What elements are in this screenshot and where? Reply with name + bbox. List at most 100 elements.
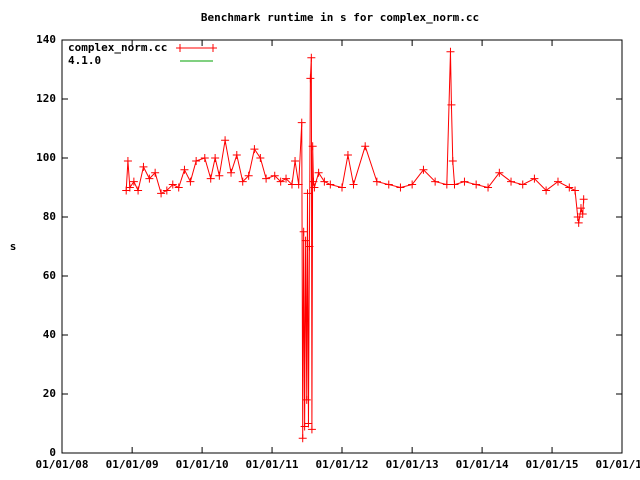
data-point [302, 395, 311, 404]
data-point [306, 74, 315, 83]
x-tick-label: 01/01/12 [316, 458, 369, 471]
y-tick-label: 0 [49, 446, 56, 459]
x-tick-label: 01/01/10 [176, 458, 229, 471]
data-point [338, 183, 346, 192]
data-point [361, 142, 370, 151]
data-point [309, 177, 318, 186]
data-point [186, 177, 195, 186]
data-point [221, 136, 230, 145]
data-point [211, 154, 220, 162]
data-point [282, 174, 291, 183]
data-point [168, 180, 177, 189]
data-point [442, 180, 451, 189]
x-tick-label: 01/01/15 [526, 458, 579, 471]
data-point [460, 177, 469, 186]
x-tick-label: 01/01/14 [456, 458, 509, 471]
data-point [553, 177, 562, 186]
data-point [565, 183, 574, 192]
data-point [262, 174, 271, 183]
data-point [299, 227, 308, 236]
data-point [419, 165, 428, 174]
data-point [192, 156, 201, 165]
data-point [238, 177, 247, 186]
data-point [125, 183, 134, 192]
data-point [129, 177, 138, 186]
x-tick-label: 01/01/16 [596, 458, 640, 471]
data-point [507, 177, 516, 186]
data-point [180, 165, 189, 174]
y-tick-label: 140 [36, 33, 56, 46]
data-point [571, 186, 580, 195]
x-tick-label: 01/01/13 [386, 458, 439, 471]
data-point [162, 186, 171, 195]
data-point [139, 162, 148, 171]
plot-border [61, 39, 623, 454]
data-point [174, 183, 183, 192]
data-point [232, 151, 241, 160]
data-point [200, 154, 209, 162]
data-point [145, 174, 154, 183]
legend-marker [176, 44, 184, 52]
data-point [134, 186, 143, 195]
legend-marker [209, 44, 217, 52]
data-point [408, 180, 417, 189]
data-point [446, 47, 455, 56]
legend-label: complex_norm.cc [68, 41, 167, 54]
x-tick-label: 01/01/11 [246, 458, 299, 471]
data-point [287, 180, 296, 189]
chart-title: Benchmark runtime in s for complex_norm.… [201, 11, 479, 24]
data-point [343, 151, 352, 160]
data-point [372, 177, 381, 186]
data-point [298, 434, 307, 443]
y-tick-label: 120 [36, 92, 56, 105]
data-point [576, 204, 585, 213]
data-point [573, 213, 582, 221]
data-point [270, 171, 279, 180]
y-tick-label: 60 [43, 269, 56, 282]
data-point [396, 183, 405, 192]
x-tick-label: 01/01/08 [36, 458, 89, 471]
data-point [227, 168, 236, 177]
data-point [307, 425, 316, 434]
data-point [349, 180, 358, 189]
data-point [574, 218, 583, 227]
data-point [276, 177, 285, 186]
data-point [431, 177, 440, 186]
y-tick-label: 100 [36, 151, 56, 164]
data-point [291, 156, 300, 165]
data-point [215, 171, 224, 180]
series-line [125, 51, 585, 439]
data-point [157, 189, 166, 198]
y-axis-label: s [10, 240, 17, 253]
y-tick-label: 40 [43, 328, 56, 341]
y-tick-label: 80 [43, 210, 56, 223]
data-point [297, 118, 306, 127]
x-tick-label: 01/01/09 [106, 458, 159, 471]
data-point [472, 180, 481, 189]
legend-label: 4.1.0 [68, 54, 101, 67]
data-point [307, 53, 316, 62]
data-point [308, 142, 317, 151]
data-point [518, 180, 527, 189]
data-point [495, 168, 504, 177]
data-point [151, 168, 160, 177]
data-point [447, 100, 456, 109]
data-point [304, 419, 313, 428]
data-point [206, 174, 215, 183]
data-point [294, 180, 303, 189]
data-point [542, 186, 551, 195]
data-point [326, 180, 335, 189]
data-point [314, 168, 323, 177]
data-point [320, 177, 329, 186]
data-point [310, 183, 319, 192]
y-tick-label: 20 [43, 387, 56, 400]
data-point [244, 171, 253, 180]
data-point [250, 145, 259, 154]
data-point [484, 183, 493, 192]
data-point [450, 180, 459, 189]
data-point [384, 180, 393, 189]
data-point [123, 156, 132, 165]
data-point [301, 236, 310, 245]
data-point [303, 189, 312, 198]
